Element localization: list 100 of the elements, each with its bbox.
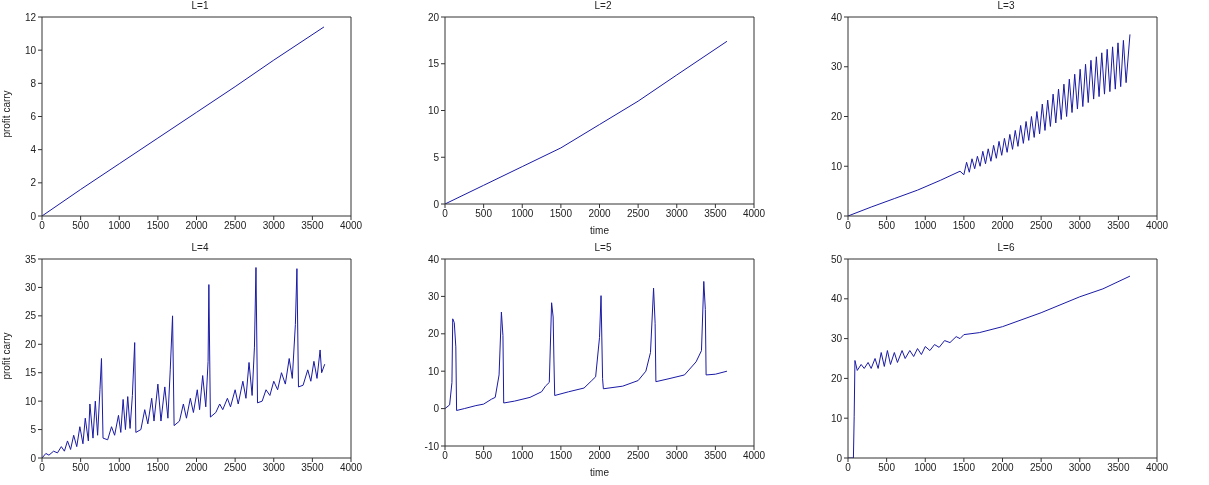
y-tick-label: 10 bbox=[427, 105, 440, 117]
x-tick-label: 3500 bbox=[704, 450, 727, 462]
chart-title: L=2 bbox=[593, 0, 613, 11]
x-tick-label: 1000 bbox=[108, 462, 131, 474]
y-tick-label: 30 bbox=[830, 333, 843, 345]
x-tick-label: 2500 bbox=[224, 220, 247, 232]
y-tick-label: 40 bbox=[427, 253, 440, 265]
chart-title: L=4 bbox=[190, 242, 210, 253]
x-tick-label: 4000 bbox=[339, 462, 363, 474]
x-axis-title: time bbox=[590, 225, 610, 236]
x-tick-label: 0 bbox=[39, 220, 46, 232]
x-tick-label: 2000 bbox=[991, 220, 1015, 232]
x-tick-label: 2500 bbox=[1030, 220, 1053, 232]
line-series bbox=[42, 267, 326, 458]
x-tick-label: 1000 bbox=[914, 462, 937, 474]
chart-title: L=3 bbox=[996, 0, 1016, 11]
line-series bbox=[848, 33, 1131, 216]
y-tick-label: 15 bbox=[427, 58, 440, 70]
x-tick-label: 2500 bbox=[224, 462, 247, 474]
x-tick-label: 2500 bbox=[627, 208, 650, 220]
x-tick-label: 500 bbox=[72, 220, 90, 232]
x-tick-label: 3500 bbox=[704, 208, 727, 220]
y-tick-label: 0 bbox=[433, 403, 440, 415]
x-axis-title: time bbox=[590, 467, 610, 478]
y-tick-label: 30 bbox=[24, 281, 37, 293]
y-tick-label: 20 bbox=[427, 11, 440, 23]
x-tick-label: 2000 bbox=[588, 450, 612, 462]
chart-title: L=6 bbox=[996, 242, 1016, 253]
x-tick-label: 0 bbox=[39, 462, 46, 474]
x-tick-label: 1000 bbox=[914, 220, 937, 232]
x-tick-label: 4000 bbox=[1145, 462, 1169, 474]
x-tick-label: 1000 bbox=[511, 450, 534, 462]
x-tick-label: 2000 bbox=[185, 462, 209, 474]
x-tick-label: 1500 bbox=[549, 208, 573, 220]
y-tick-label: 10 bbox=[427, 365, 440, 377]
x-tick-label: 2000 bbox=[588, 208, 612, 220]
chart-title: L=5 bbox=[593, 242, 613, 253]
x-tick-label: 3500 bbox=[301, 462, 324, 474]
x-tick-label: 3000 bbox=[1068, 462, 1092, 474]
chart-title: L=1 bbox=[190, 0, 210, 11]
x-tick-label: 1000 bbox=[108, 220, 131, 232]
y-tick-label: 8 bbox=[30, 77, 37, 89]
x-tick-label: 3500 bbox=[301, 220, 324, 232]
x-tick-label: 2500 bbox=[1030, 462, 1053, 474]
x-tick-label: 500 bbox=[878, 462, 896, 474]
x-tick-label: 4000 bbox=[339, 220, 363, 232]
y-tick-label: 40 bbox=[830, 11, 843, 23]
x-tick-label: 1500 bbox=[952, 462, 976, 474]
x-tick-label: 3000 bbox=[262, 462, 286, 474]
y-tick-label: 0 bbox=[433, 198, 440, 210]
x-tick-label: 0 bbox=[442, 208, 449, 220]
line-series bbox=[445, 280, 728, 411]
x-tick-label: 3500 bbox=[1107, 220, 1130, 232]
x-tick-label: 2000 bbox=[185, 220, 209, 232]
x-tick-label: 2000 bbox=[991, 462, 1015, 474]
y-tick-label: 40 bbox=[830, 293, 843, 305]
y-axis-title: profit carry bbox=[0, 332, 12, 380]
y-tick-label: 10 bbox=[830, 412, 843, 424]
y-tick-label: 50 bbox=[830, 253, 843, 265]
line-series bbox=[445, 40, 728, 204]
x-tick-label: 2500 bbox=[627, 450, 650, 462]
y-tick-label: 5 bbox=[30, 424, 37, 436]
x-tick-label: 1500 bbox=[146, 220, 170, 232]
x-tick-label: 0 bbox=[442, 450, 449, 462]
y-axis-title: profit carry bbox=[0, 90, 12, 138]
y-tick-label: 10 bbox=[24, 395, 37, 407]
x-tick-label: 1000 bbox=[511, 208, 534, 220]
x-tick-label: 1500 bbox=[952, 220, 976, 232]
y-tick-label: 5 bbox=[433, 151, 440, 163]
line-series bbox=[42, 26, 325, 216]
y-tick-label: 30 bbox=[830, 61, 843, 73]
y-tick-label: 20 bbox=[830, 372, 843, 384]
y-tick-label: 20 bbox=[24, 338, 37, 350]
x-tick-label: 3000 bbox=[262, 220, 286, 232]
y-tick-label: 20 bbox=[427, 328, 440, 340]
y-tick-label: 15 bbox=[24, 367, 37, 379]
x-tick-label: 500 bbox=[878, 220, 896, 232]
x-tick-label: 3000 bbox=[665, 208, 689, 220]
y-tick-label: -10 bbox=[424, 440, 440, 452]
y-tick-label: 35 bbox=[24, 253, 37, 265]
y-tick-label: 30 bbox=[427, 290, 440, 302]
x-tick-label: 500 bbox=[475, 208, 493, 220]
x-tick-label: 4000 bbox=[742, 208, 766, 220]
x-tick-label: 0 bbox=[845, 220, 852, 232]
x-tick-label: 500 bbox=[72, 462, 90, 474]
y-tick-label: 20 bbox=[830, 111, 843, 123]
x-tick-label: 1500 bbox=[146, 462, 170, 474]
x-tick-label: 4000 bbox=[1145, 220, 1169, 232]
x-tick-label: 1500 bbox=[549, 450, 573, 462]
y-tick-label: 12 bbox=[24, 11, 37, 23]
y-tick-label: 25 bbox=[24, 310, 37, 322]
x-tick-label: 3000 bbox=[665, 450, 689, 462]
x-tick-label: 3000 bbox=[1068, 220, 1092, 232]
x-tick-label: 4000 bbox=[742, 450, 766, 462]
y-tick-label: 4 bbox=[30, 144, 37, 156]
y-tick-label: 10 bbox=[24, 44, 37, 56]
x-tick-label: 500 bbox=[475, 450, 493, 462]
x-tick-label: 0 bbox=[845, 462, 852, 474]
x-tick-label: 3500 bbox=[1107, 462, 1130, 474]
y-tick-label: 10 bbox=[830, 160, 843, 172]
